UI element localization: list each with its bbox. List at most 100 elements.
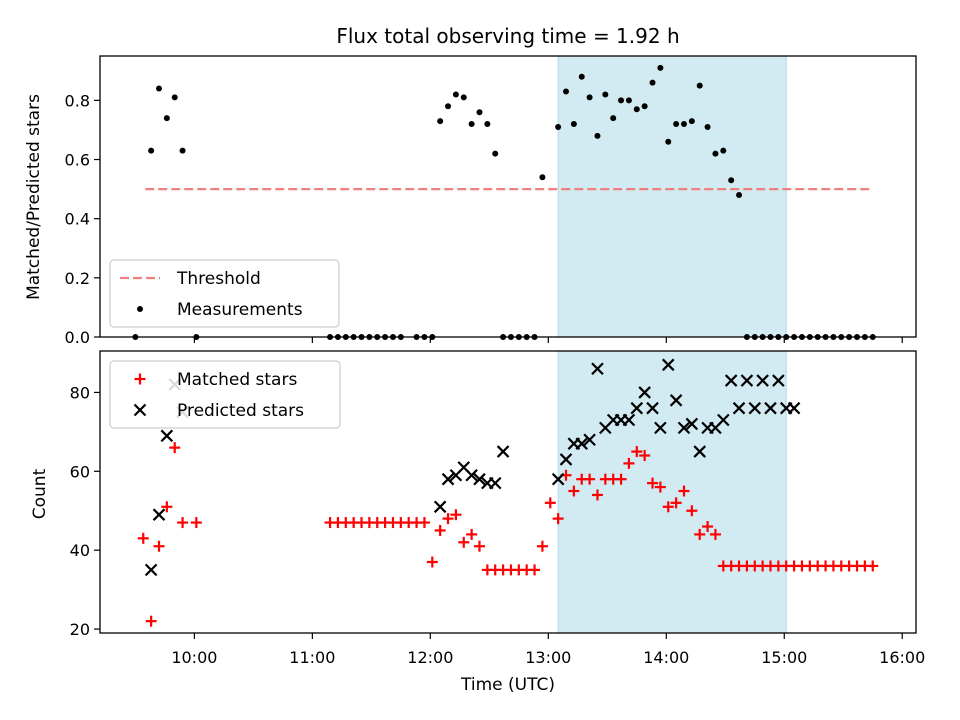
bottom-y-tick-label: 40 (70, 541, 90, 560)
bottom-legend-label: Predicted stars (177, 401, 304, 421)
bottom-x-tick-label: 15:00 (761, 648, 807, 667)
bottom-predicted-point (622, 413, 636, 427)
bottom-matched-point (137, 532, 149, 544)
bottom-predicted-point (787, 401, 801, 415)
top-point (594, 132, 601, 139)
top-y-tick-label: 0.2 (65, 269, 90, 288)
top-point (492, 150, 499, 157)
bottom-matched-point (694, 528, 706, 540)
bottom-legend-label: Matched stars (177, 370, 297, 390)
top-panel: 0.0 0.2 0.4 0.6 0.8 Threshold Measurements (65, 55, 917, 347)
top-point (736, 192, 743, 199)
top-point (586, 94, 593, 101)
bottom-matched-point (466, 528, 478, 540)
bottom-matched-point (442, 513, 454, 525)
bottom-legend (109, 360, 341, 429)
x-axis-label: Time (UTC) (460, 675, 555, 695)
bottom-matched-point (426, 556, 438, 568)
top-shaded-span (557, 55, 787, 338)
bottom-matched-point (631, 446, 643, 458)
top-point (728, 177, 735, 184)
bottom-matched-point (584, 473, 596, 485)
top-point (673, 121, 680, 128)
top-point (476, 109, 483, 116)
top-point (696, 82, 703, 89)
bottom-y-tick-label: 60 (70, 462, 90, 481)
top-legend-label: Measurements (177, 300, 303, 320)
top-point (484, 121, 491, 128)
bottom-matched-point (662, 501, 674, 513)
bottom-x-tick-label: 16:00 (879, 648, 925, 667)
bottom-matched-point (544, 497, 556, 509)
bottom-matched-point (529, 564, 541, 576)
bottom-panel: 20 40 60 80 10:00 11:00 12:00 13:00 14:00 15:00 16… (70, 350, 925, 667)
bottom-legend-swatch (133, 403, 147, 417)
top-point (657, 64, 664, 71)
bottom-y-axis-label: Count (30, 468, 50, 519)
top-point (148, 147, 155, 154)
top-point (539, 174, 546, 181)
bottom-predicted-point (677, 421, 691, 435)
bottom-predicted-point (441, 472, 455, 486)
top-y-tick-label: 0.4 (65, 210, 90, 229)
bottom-matched-point (177, 517, 189, 529)
top-point (649, 79, 656, 86)
top-point (578, 73, 585, 80)
top-point (452, 91, 459, 98)
bottom-matched-point (145, 615, 157, 627)
bottom-x-tick-label: 13:00 (525, 648, 571, 667)
top-point (445, 103, 452, 110)
bottom-matched-point (169, 442, 181, 454)
top-point (555, 123, 562, 130)
bottom-matched-point (709, 528, 721, 540)
bottom-predicted-point (473, 472, 486, 486)
top-point (437, 118, 444, 125)
bottom-predicted-point (756, 374, 769, 387)
top-point (633, 106, 640, 113)
bottom-matched-point (678, 485, 690, 497)
bottom-predicted-point (591, 362, 604, 376)
bottom-matched-point (568, 485, 580, 497)
top-point (171, 94, 178, 101)
bottom-matched-point (473, 540, 485, 552)
bottom-matched-point (153, 540, 165, 552)
bottom-predicted-point (669, 394, 683, 407)
top-y-tick-label: 0.0 (65, 328, 90, 347)
top-point (712, 150, 719, 157)
bottom-predicted-point (764, 401, 777, 415)
bottom-matched-point (867, 560, 879, 572)
bottom-x-tick-label: 10:00 (171, 648, 217, 667)
bottom-predicted-point (488, 476, 502, 490)
bottom-matched-point (418, 517, 430, 529)
bottom-matched-point (450, 509, 462, 521)
bottom-predicted-point (685, 417, 699, 431)
bottom-predicted-point (661, 358, 675, 372)
bottom-predicted-point (693, 445, 706, 458)
top-point (688, 118, 695, 125)
bottom-predicted-point (638, 386, 651, 399)
top-point (163, 115, 170, 122)
bottom-matched-point (670, 497, 682, 509)
top-y-axis-label: Matched/Predicted stars (24, 94, 44, 300)
top-point (704, 123, 711, 130)
bottom-matched-point (552, 513, 564, 525)
bottom-predicted-point (717, 413, 730, 427)
bottom-matched-point (686, 505, 698, 517)
bottom-x-tick-label: 12:00 (407, 648, 453, 667)
bottom-matched-point (161, 501, 173, 513)
bottom-predicted-point (575, 437, 589, 450)
top-point (602, 91, 609, 98)
bottom-predicted-point (772, 374, 785, 387)
bottom-predicted-point (152, 508, 166, 521)
top-point (155, 85, 162, 92)
top-frame (99, 55, 917, 338)
bottom-predicted-point (583, 433, 596, 447)
top-legend-swatch (137, 306, 143, 312)
top-point (625, 97, 632, 104)
bottom-predicted-point (630, 401, 644, 415)
bottom-predicted-point (724, 374, 738, 387)
bottom-matched-point (434, 524, 446, 536)
bottom-matched-point (639, 450, 651, 462)
bottom-predicted-point (654, 421, 667, 435)
